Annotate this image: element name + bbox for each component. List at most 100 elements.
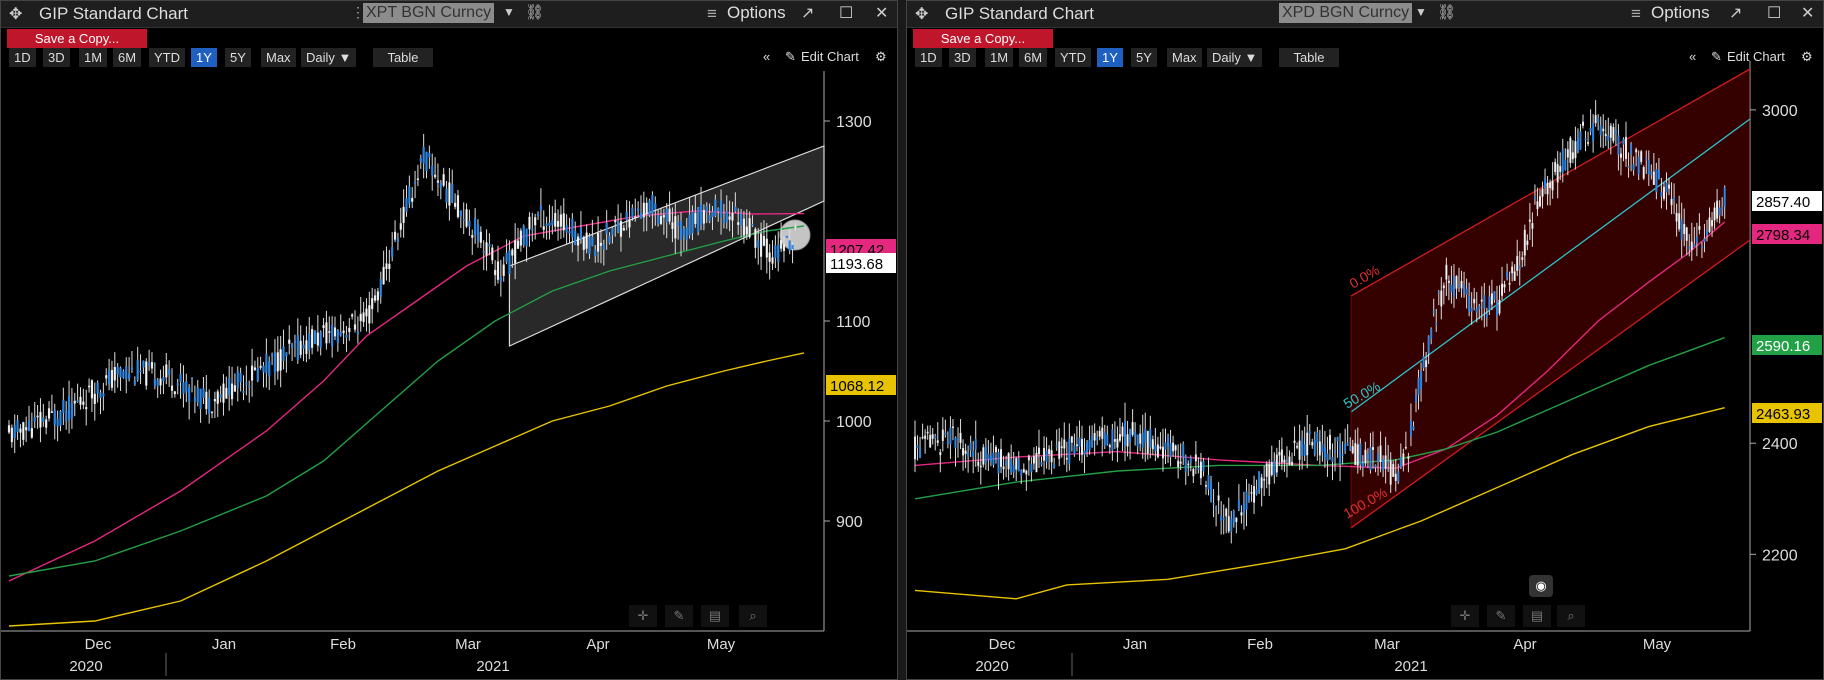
candle-body [59,411,62,426]
candle-body [1106,435,1109,445]
chevron-down-icon[interactable]: ▼ [1415,5,1427,19]
settings-gear-icon[interactable]: ⚙ [1801,49,1813,64]
edit-chart-button[interactable]: Edit Chart [801,49,859,64]
range-3d[interactable]: 3D [43,48,70,67]
maximize-icon[interactable]: ☐ [1767,5,1782,22]
candle-body [85,407,88,410]
x-year-label: 2021 [476,658,509,675]
candle-body [619,220,623,237]
range-max[interactable]: Max [1167,48,1202,67]
ticker-field[interactable]: XPD BGN Curncy [1279,3,1413,23]
range-ytd[interactable]: YTD [149,48,185,67]
candle-body [685,227,688,241]
candle-body [559,214,562,227]
candle-body [1301,438,1304,457]
range-5y[interactable]: 5Y [1131,48,1157,67]
range-1y[interactable]: 1Y [1097,48,1123,67]
candle-body [1220,515,1223,522]
y-tick-label: 2200 [1762,547,1798,564]
range-1m[interactable]: 1M [985,48,1014,67]
range-ytd[interactable]: YTD [1055,48,1091,67]
candle-body [345,334,348,338]
candle-body [505,252,508,263]
options-button[interactable]: Options [727,3,786,22]
notes-icon[interactable]: ▤ [701,605,729,627]
draw-icon[interactable]: ✎ [665,605,693,627]
range-1m[interactable]: 1M [79,48,108,67]
y-tick-label: 900 [836,514,863,531]
candle-body [1081,438,1083,455]
interval-select[interactable]: Daily ▼ [301,48,357,67]
candle-body [611,228,614,235]
candle-body [1063,439,1066,449]
table-button[interactable]: Table [1279,48,1339,67]
popout-icon[interactable]: ↗ [801,5,815,22]
candle-body [342,330,345,334]
notes-icon[interactable]: ▤ [1523,605,1551,627]
range-1d[interactable]: 1D [9,48,36,67]
range-3d[interactable]: 3D [949,48,976,67]
range-6m[interactable]: 6M [113,48,142,67]
settings-gear-icon[interactable]: ⚙ [875,49,887,64]
range-max[interactable]: Max [261,48,296,67]
candle-body [199,388,202,410]
maximize-icon[interactable]: ☐ [839,5,854,22]
range-1y[interactable]: 1Y [191,48,217,67]
close-icon[interactable]: ✕ [1801,5,1815,22]
candle-body [208,397,211,414]
candle-body [122,371,125,378]
edit-icon[interactable]: ✎ [1711,49,1722,64]
save-copy-button[interactable]: Save a Copy... [913,29,1053,48]
zoom-icon[interactable]: ⌕ [739,605,767,627]
candle-body [1544,178,1547,189]
range-6m[interactable]: 6M [1019,48,1048,67]
interval-select[interactable]: Daily ▼ [1207,48,1263,67]
popout-icon[interactable]: ↗ [1729,5,1743,22]
range-5y[interactable]: 5Y [225,48,251,67]
candle-body [1303,444,1306,456]
candle-body [465,209,468,227]
candle-body [1311,441,1314,446]
save-copy-button[interactable]: Save a Copy... [7,29,147,48]
close-icon[interactable]: ✕ [875,5,889,22]
candle-body [1541,188,1544,197]
move-icon[interactable]: ✥ [915,6,929,23]
candle-body [734,206,737,212]
candle-body [402,206,405,223]
candle-body [1662,186,1665,199]
price-chart[interactable]: 0.0%50.0%100.0%2200240030002857.402798.3… [907,1,1824,680]
candle-body [1668,184,1671,189]
zoom-icon[interactable]: ⌕ [1557,605,1585,627]
candle-body [276,352,279,372]
move-icon[interactable]: ✥ [9,6,23,23]
collapse-icon[interactable]: « [763,49,771,64]
range-1d[interactable]: 1D [915,48,942,67]
candle-body [1344,444,1347,452]
candle-body [1612,127,1615,142]
chevron-down-icon[interactable]: ▼ [503,5,515,19]
table-button[interactable]: Table [373,48,433,67]
candle-body [436,180,440,183]
candle-body [511,249,514,256]
crosshair-icon[interactable]: ✛ [629,605,657,627]
menu-icon[interactable]: ≡ [707,4,717,23]
menu-icon[interactable]: ≡ [1631,4,1641,23]
candle-body [70,403,73,419]
candle-body [785,235,788,239]
link-icon[interactable]: ⛓ [525,4,545,21]
camera-icon[interactable]: ◉ [1529,575,1553,597]
edit-chart-button[interactable]: Edit Chart [1727,49,1785,64]
candle-body [1589,127,1592,132]
crosshair-icon[interactable]: ✛ [1451,605,1479,627]
candle-body [1409,420,1412,437]
link-icon[interactable]: ⛓ [1437,4,1457,21]
draw-icon[interactable]: ✎ [1487,605,1515,627]
candle-body [788,240,791,251]
ticker-field[interactable]: XPT BGN Curncy [363,3,495,23]
edit-icon[interactable]: ✎ [785,49,796,64]
drag-handle-icon[interactable]: ⋮ [351,4,365,20]
collapse-icon[interactable]: « [1689,49,1697,64]
options-button[interactable]: Options [1651,3,1710,22]
candle-body [102,393,105,397]
